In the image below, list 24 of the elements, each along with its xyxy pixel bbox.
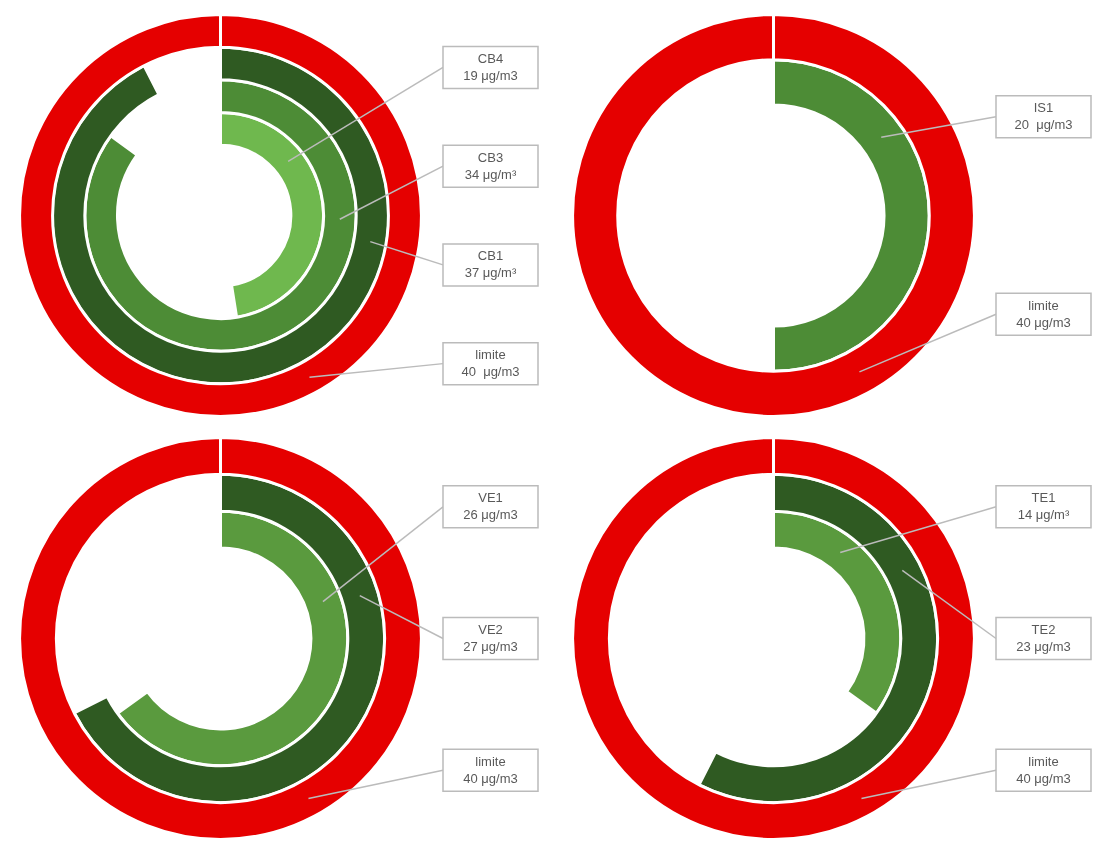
category-label: VE2 xyxy=(478,622,503,638)
data-label: 40 μg/m3 xyxy=(463,770,518,786)
category-label: limite xyxy=(475,753,506,769)
data-label: 40 μg/m3 xyxy=(1016,770,1071,786)
data-label: 19 μg/m3 xyxy=(463,67,518,83)
category-label: TE1 xyxy=(1031,490,1056,506)
category-label: limite xyxy=(1028,297,1059,313)
category-label: TE2 xyxy=(1031,622,1056,638)
data-label: 34 μg/m³ xyxy=(464,166,517,182)
category-label: VE1 xyxy=(478,490,503,506)
data-label: 23 μg/m3 xyxy=(1016,639,1071,655)
category-label: CB3 xyxy=(477,149,504,165)
data-label: 40 μg/m3 xyxy=(1016,314,1071,330)
category-label: CB4 xyxy=(477,50,504,66)
category-label: CB1 xyxy=(477,248,504,264)
data-label: 26 μg/m3 xyxy=(463,507,518,523)
data-label: 27 μg/m3 xyxy=(463,639,518,655)
category-label: IS1 xyxy=(1033,100,1054,116)
data-label: 14 μg/m³ xyxy=(1017,507,1070,523)
data-label: 37 μg/m³ xyxy=(464,265,517,281)
category-label: limite xyxy=(1028,753,1059,769)
data-label: 40 μg/m3 xyxy=(461,364,520,380)
category-label: limite xyxy=(475,347,506,363)
data-label: 20 μg/m3 xyxy=(1014,117,1073,133)
